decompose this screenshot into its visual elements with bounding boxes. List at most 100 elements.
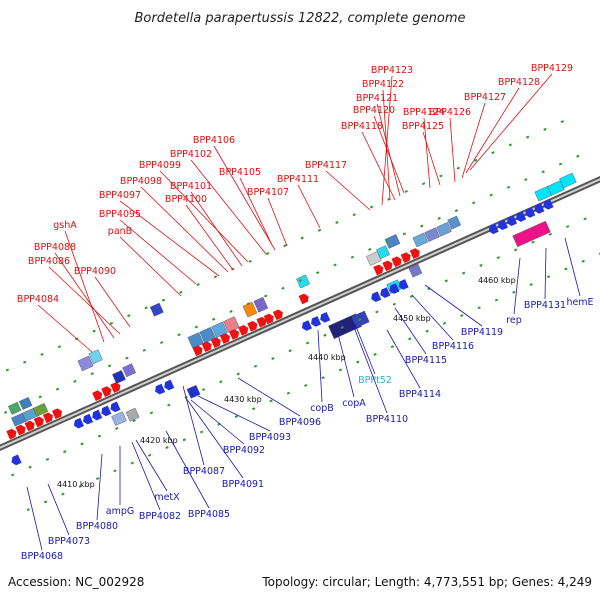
gene-label[interactable]: BPP4068 xyxy=(21,551,63,562)
gene-label[interactable]: BPP4091 xyxy=(222,479,264,490)
gene-label[interactable]: rep xyxy=(506,315,522,326)
gene-label[interactable]: copB xyxy=(310,403,334,414)
gene-label[interactable]: BPP4120 xyxy=(353,105,395,116)
ruler-dot xyxy=(583,217,587,221)
gene-box xyxy=(112,370,126,384)
gene-label[interactable]: BPP4110 xyxy=(366,414,408,425)
gene-label[interactable]: metX xyxy=(154,492,180,503)
ruler-dot xyxy=(288,349,292,353)
label-leader-line xyxy=(513,257,521,315)
ruler-dot xyxy=(147,453,152,457)
gene-label[interactable]: BPP4122 xyxy=(362,79,404,90)
ruler-dot xyxy=(461,271,466,275)
gene-label[interactable]: BPP4084 xyxy=(17,294,59,305)
gene-arrow xyxy=(192,345,203,357)
label-leader-line xyxy=(382,89,391,201)
gene-label[interactable]: BPP4129 xyxy=(531,63,573,74)
gene-label[interactable]: BPP4100 xyxy=(165,194,207,205)
gene-label[interactable]: BPP4116 xyxy=(432,341,474,352)
gene-label[interactable]: ampG xyxy=(106,506,134,517)
gene-label[interactable]: hemE xyxy=(566,297,593,308)
ruler-dot xyxy=(125,356,129,360)
gene-label[interactable]: BPP4098 xyxy=(120,176,162,187)
ruler-dot xyxy=(264,294,268,298)
gene-label[interactable]: BPP4111 xyxy=(277,174,319,185)
gene-box xyxy=(88,349,103,365)
gene-arrow xyxy=(73,417,84,429)
label-leader-line xyxy=(411,294,454,341)
gene-label[interactable]: BPP4105 xyxy=(219,167,261,178)
ruler-dot xyxy=(543,127,547,131)
gene-label[interactable]: BPP4088 xyxy=(34,242,76,253)
label-leader-line xyxy=(544,247,547,300)
gene-label[interactable]: BPP4128 xyxy=(498,77,540,88)
label-leader-line xyxy=(190,399,245,445)
ruler-dot xyxy=(529,283,533,287)
label-leader-line xyxy=(140,186,229,273)
gene-arrow xyxy=(373,264,384,276)
gene-label[interactable]: BPP4092 xyxy=(223,445,265,456)
ruler-dot xyxy=(149,411,154,415)
gene-label[interactable]: BPP4118 xyxy=(341,121,383,132)
label-leader-line xyxy=(361,131,396,201)
gene-label[interactable]: BPP4087 xyxy=(183,466,225,477)
ruler-dot xyxy=(78,484,82,488)
accession-text: Accession: NC_002928 xyxy=(8,575,144,589)
gene-arrow xyxy=(15,424,26,436)
ruler-dot xyxy=(196,283,200,287)
gene-label[interactable]: BPP4117 xyxy=(305,160,347,171)
gene-label[interactable]: BPP4095 xyxy=(99,209,141,220)
label-leader-line xyxy=(297,184,321,229)
gene-label[interactable]: BPP4121 xyxy=(356,93,398,104)
gene-label[interactable]: BPP4123 xyxy=(371,65,413,76)
gene-arrow xyxy=(101,405,112,417)
ruler-tick-label: 4410 kbp xyxy=(57,480,95,489)
gene-arrow xyxy=(83,413,94,425)
gene-box xyxy=(149,302,164,317)
gene-label[interactable]: BPP4085 xyxy=(188,509,230,520)
ruler-dot xyxy=(63,450,67,454)
label-leader-line xyxy=(449,117,456,183)
ruler-tick-label: 4440 kbp xyxy=(308,353,346,362)
ruler-dot xyxy=(298,278,303,282)
gene-label[interactable]: BPP4097 xyxy=(99,190,141,201)
label-leader-line xyxy=(325,170,371,211)
ruler-dot xyxy=(513,248,518,252)
label-leader-line xyxy=(564,237,581,297)
gene-label[interactable]: BPP4099 xyxy=(139,160,181,171)
ruler-dot xyxy=(321,376,325,380)
gene-label[interactable]: BPP4096 xyxy=(279,417,321,428)
gene-label[interactable]: copA xyxy=(342,398,366,409)
label-leader-line xyxy=(159,170,249,263)
gene-label[interactable]: BPP4106 xyxy=(193,135,235,146)
gene-label[interactable]: gshA xyxy=(53,220,77,231)
gene-label[interactable]: BPP4126 xyxy=(429,107,471,118)
gene-label[interactable]: BPP4102 xyxy=(170,149,212,160)
label-leader-line xyxy=(190,191,243,267)
ruler-dot xyxy=(80,442,84,446)
gene-label[interactable]: BPP4125 xyxy=(402,121,444,132)
label-leader-line xyxy=(386,329,421,389)
label-leader-line xyxy=(94,276,131,328)
gene-label[interactable]: BPP4124 xyxy=(403,107,445,118)
gene-label[interactable]: BPP4101 xyxy=(170,181,212,192)
gene-label[interactable]: BPPt52 xyxy=(358,375,392,386)
gene-label[interactable]: BPP4080 xyxy=(76,521,118,532)
gene-arrow xyxy=(92,409,103,421)
gene-arrow xyxy=(320,312,331,323)
gene-label[interactable]: BPP4073 xyxy=(48,536,90,547)
gene-label[interactable]: BPP4131 xyxy=(524,300,566,311)
gene-label[interactable]: BPP4115 xyxy=(405,355,447,366)
ruler-dot xyxy=(472,201,476,205)
gene-box xyxy=(8,401,22,415)
gene-label[interactable]: BPP4082 xyxy=(139,511,181,522)
gene-box xyxy=(199,326,216,344)
gene-label[interactable]: panB xyxy=(108,226,132,237)
gene-label[interactable]: BPP4119 xyxy=(461,327,503,338)
gene-label[interactable]: BPP4090 xyxy=(74,266,116,277)
gene-label[interactable]: BPP4093 xyxy=(249,432,291,443)
gene-label[interactable]: BPP4107 xyxy=(247,187,289,198)
gene-label[interactable]: BPP4086 xyxy=(28,256,70,267)
gene-label[interactable]: BPP4114 xyxy=(399,389,441,400)
gene-label[interactable]: BPP4127 xyxy=(464,92,506,103)
